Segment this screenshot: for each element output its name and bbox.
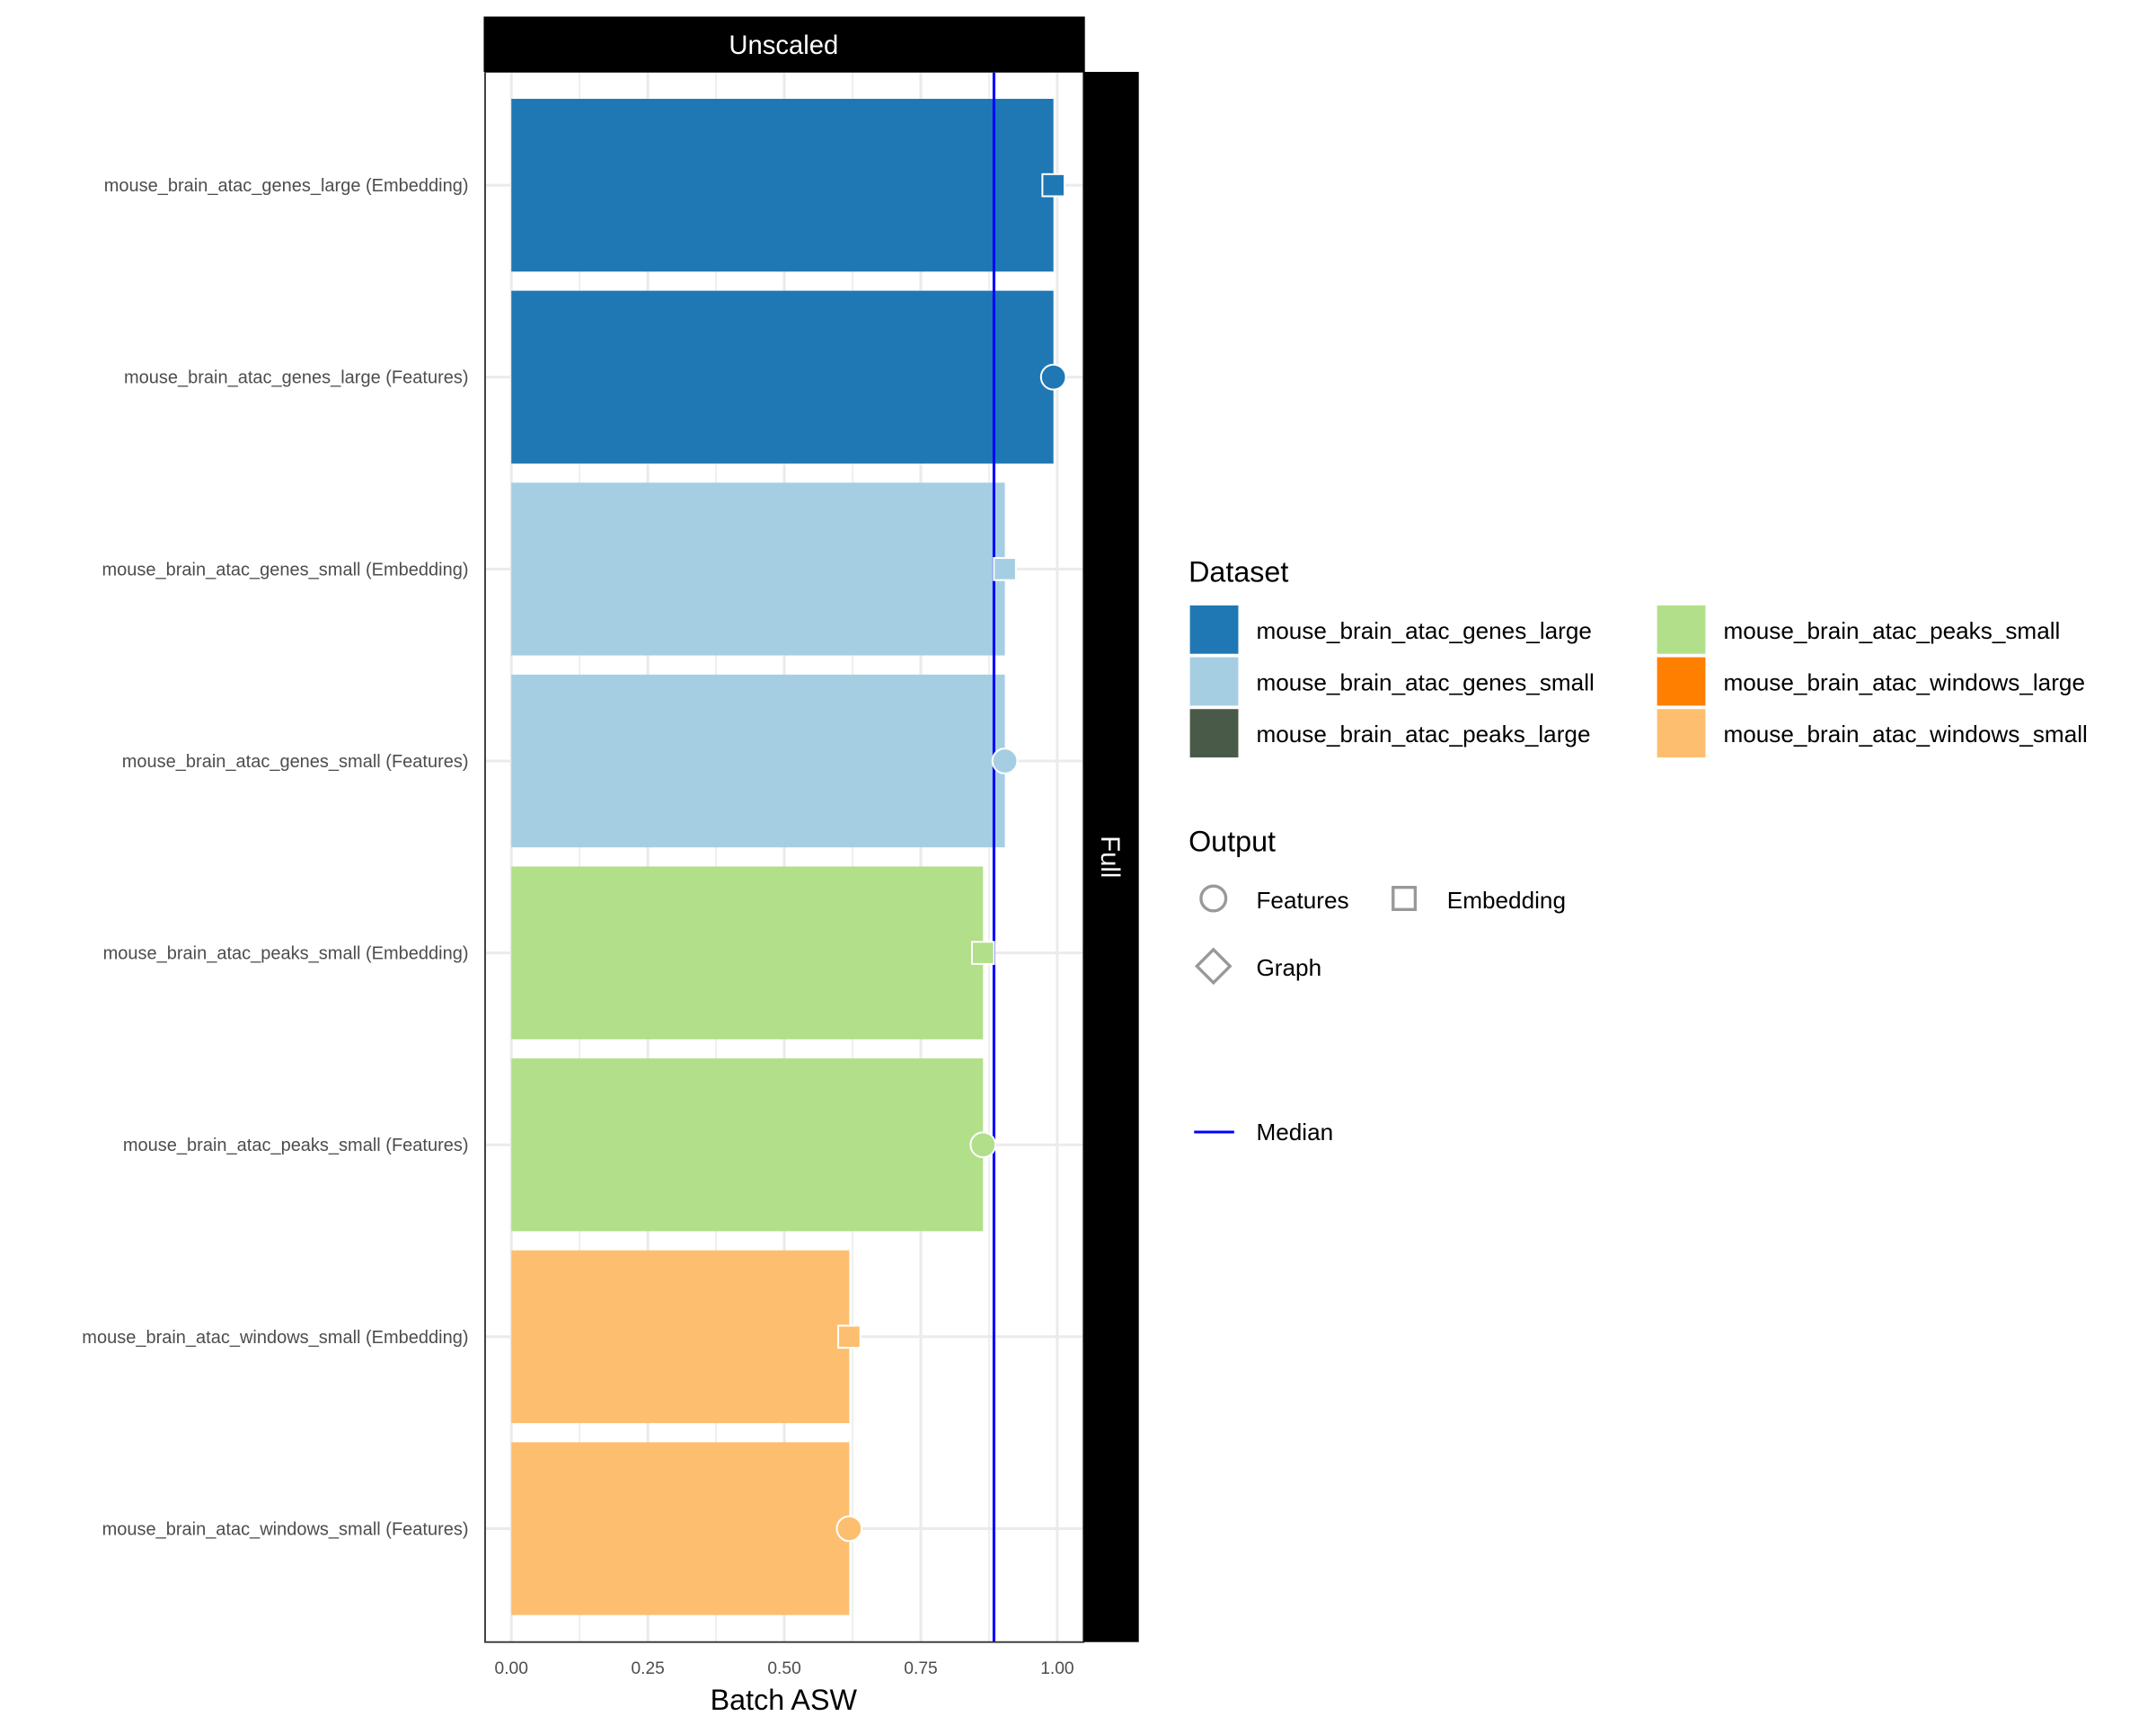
bar xyxy=(511,1058,984,1232)
bar xyxy=(511,290,1054,464)
point-circle xyxy=(969,1131,997,1159)
y-tick-label: mouse_brain_atac_genes_large (Embedding) xyxy=(104,176,469,196)
point-circle xyxy=(835,1515,863,1543)
y-tick-label: mouse_brain_atac_genes_small (Embedding) xyxy=(102,560,469,579)
legend-label: mouse_brain_atac_windows_large xyxy=(1723,668,2085,695)
facet-strip-top xyxy=(483,16,1085,72)
bar xyxy=(511,674,1005,848)
square-icon xyxy=(1392,886,1418,911)
legend-key-mouse-brain-atac-genes-large xyxy=(1189,605,1239,654)
y-tick-label: mouse_brain_atac_windows_small (Features… xyxy=(102,1519,469,1539)
y-tick-label: mouse_brain_atac_windows_small (Embeddin… xyxy=(82,1328,468,1348)
legend-key-mouse-brain-atac-peaks-large xyxy=(1189,709,1239,758)
bar xyxy=(511,866,984,1039)
x-tick-label: 0.00 xyxy=(495,1659,528,1678)
point-circle xyxy=(1039,363,1067,391)
point-square xyxy=(993,557,1017,581)
bar xyxy=(511,1442,850,1615)
diamond-icon xyxy=(1194,947,1233,986)
facet-label-right: Full xyxy=(1095,836,1124,878)
x-tick-label: 0.50 xyxy=(767,1659,800,1678)
legend-key-mouse-brain-atac-genes-small xyxy=(1189,657,1239,706)
legend-label: mouse_brain_atac_genes_small xyxy=(1256,668,1594,695)
legend-label: mouse_brain_atac_genes_large xyxy=(1256,617,1592,644)
y-tick-label: mouse_brain_atac_genes_large (Features) xyxy=(124,368,469,388)
legend-key-mouse-brain-atac-windows-small xyxy=(1657,709,1706,758)
bars xyxy=(511,99,1054,1615)
legend-label-median: Median xyxy=(1256,1119,1333,1146)
y-tick-label: mouse_brain_atac_peaks_small (Features) xyxy=(123,1136,469,1155)
legend-key-mouse-brain-atac-windows-large xyxy=(1657,657,1706,706)
bar xyxy=(511,482,1005,656)
legend-label: mouse_brain_atac_windows_small xyxy=(1723,721,2087,748)
legend-title-dataset: Dataset xyxy=(1188,556,1288,588)
legend-label: mouse_brain_atac_peaks_large xyxy=(1256,721,1590,748)
point-circle xyxy=(991,748,1019,774)
legend-key-mouse-brain-atac-peaks-small xyxy=(1657,605,1706,654)
y-axis-labels: mouse_brain_atac_genes_large (Embedding)… xyxy=(82,176,468,1539)
x-axis-ticks: 0.00 0.25 0.50 0.75 1.00 xyxy=(495,1659,1074,1678)
legend-label: Graph xyxy=(1256,954,1321,981)
bar xyxy=(511,99,1054,272)
legend-label: Features xyxy=(1256,887,1348,914)
point-square xyxy=(837,1324,862,1349)
legend-title-output: Output xyxy=(1188,826,1276,858)
point-square xyxy=(970,941,995,965)
legend-label: Embedding xyxy=(1447,887,1566,914)
legend-label: mouse_brain_atac_peaks_small xyxy=(1723,617,2060,644)
points xyxy=(835,172,1067,1543)
facet-strip-right xyxy=(1083,72,1139,1642)
facet-label-top: Unscaled xyxy=(729,31,838,60)
circle-icon xyxy=(1199,884,1228,913)
x-tick-label: 0.75 xyxy=(904,1659,937,1678)
point-square xyxy=(1041,172,1065,198)
x-axis-title: Batch ASW xyxy=(711,1684,858,1716)
x-tick-label: 0.25 xyxy=(631,1659,664,1678)
legend: Datasetmouse_brain_atac_genes_largemouse… xyxy=(1188,556,2088,1146)
x-tick-label: 1.00 xyxy=(1040,1659,1074,1678)
bar xyxy=(511,1250,850,1423)
y-tick-label: mouse_brain_atac_peaks_small (Embedding) xyxy=(103,944,469,964)
y-tick-label: mouse_brain_atac_genes_small (Features) xyxy=(122,752,469,772)
